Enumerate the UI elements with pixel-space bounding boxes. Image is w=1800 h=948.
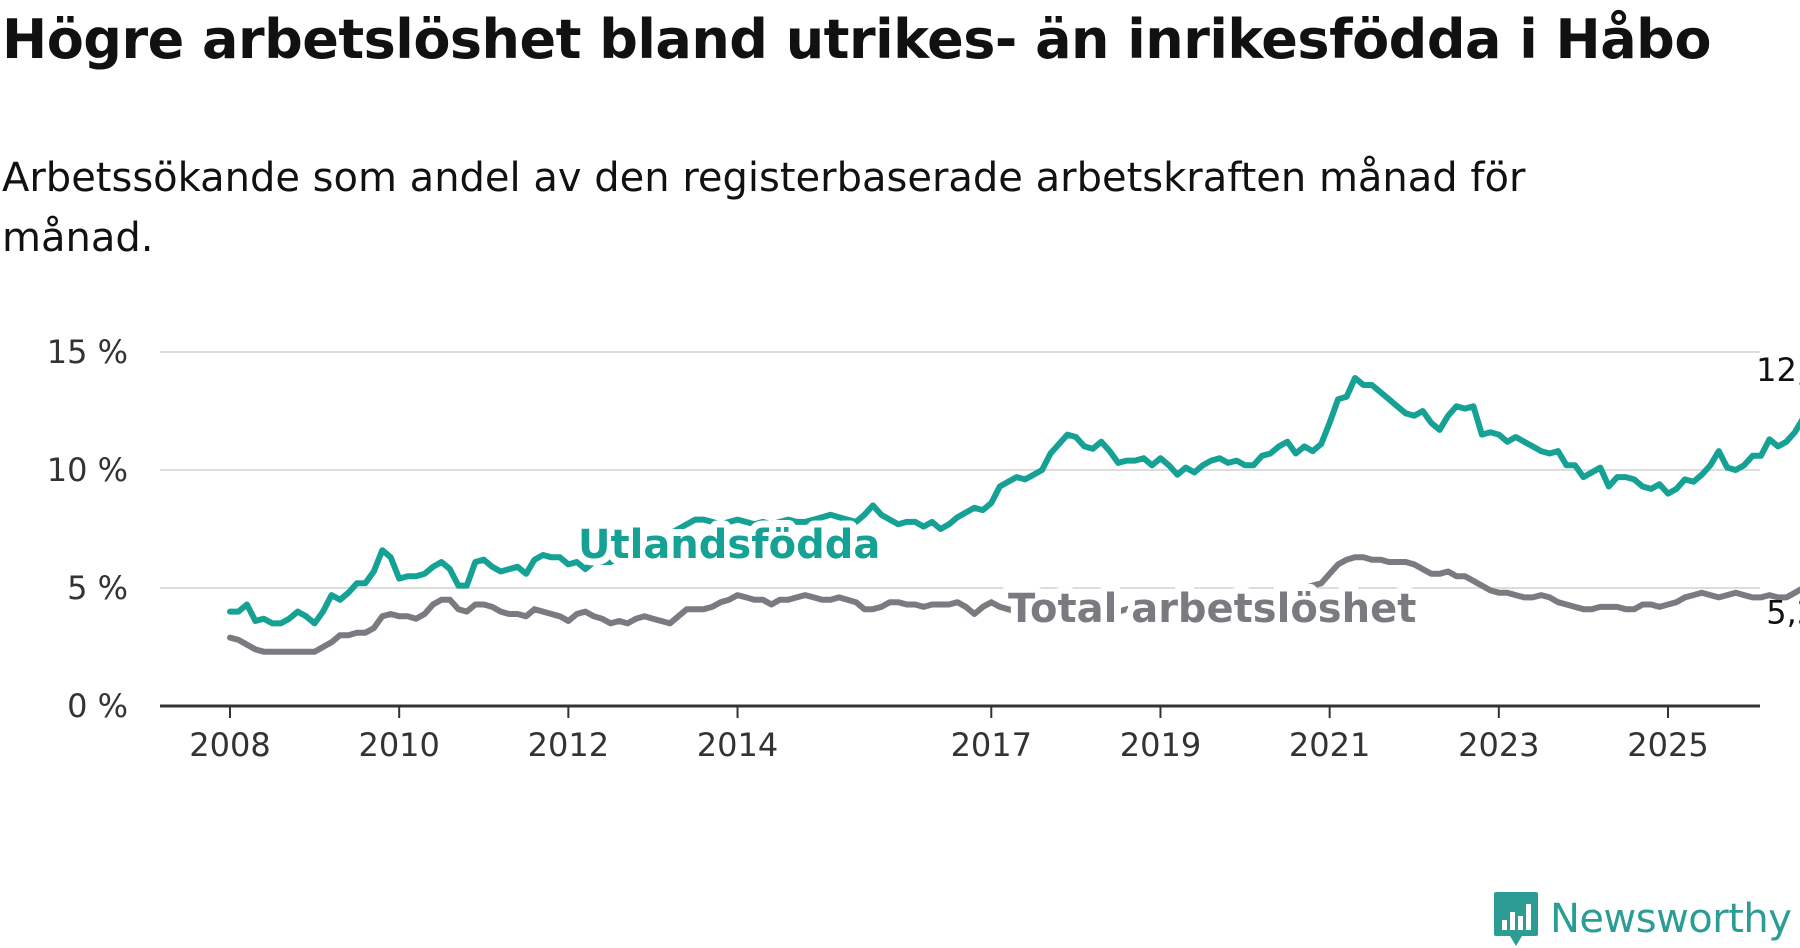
x-tick-label: 2025	[1627, 726, 1708, 764]
inline-label-utlandsfodda: Utlandsfödda	[578, 522, 880, 568]
y-axis-ticks: 0 % 5 % 10 % 15 %	[47, 333, 128, 725]
x-tick-label: 2012	[528, 726, 609, 764]
y-tick-label: 0 %	[67, 687, 128, 725]
gridlines	[160, 351, 1760, 708]
x-axis-ticks: 2008 2010 2012 2014 2017 2019 2021 2023 2025	[189, 706, 1709, 764]
x-tick-label: 2023	[1458, 726, 1539, 764]
series-labels: 12,8 % 5,2 % Utlandsfödda Total arbetslöshe…	[571, 351, 1800, 639]
chart-title: Högre arbetslöshet bland utrikes- än inr…	[2, 8, 1711, 71]
y-tick-label: 15 %	[47, 333, 128, 371]
brand-name: Newsworthy	[1550, 896, 1792, 942]
x-tick-label: 2019	[1120, 726, 1201, 764]
inline-label-total: Total arbetslöshet	[1008, 586, 1416, 632]
x-tick-label: 2021	[1289, 726, 1370, 764]
end-label-utlandsfodda: 12,8 %	[1756, 351, 1800, 389]
x-tick-label: 2014	[697, 726, 778, 764]
series-line-utlandsfodda	[227, 375, 1800, 627]
x-tick-label: 2017	[951, 726, 1032, 764]
end-label-total: 5,2 %	[1766, 593, 1800, 631]
series-line-total	[227, 554, 1800, 655]
y-tick-label: 5 %	[67, 569, 128, 607]
newsworthy-logo-icon	[1494, 892, 1538, 946]
series-lines	[227, 375, 1800, 655]
newsworthy-brand: Newsworthy	[1492, 890, 1792, 948]
x-tick-label: 2010	[358, 726, 439, 764]
chart-subtitle: Arbetssökande som andel av den registerb…	[2, 155, 1526, 261]
x-tick-label: 2008	[189, 726, 270, 764]
y-tick-label: 10 %	[47, 451, 128, 489]
